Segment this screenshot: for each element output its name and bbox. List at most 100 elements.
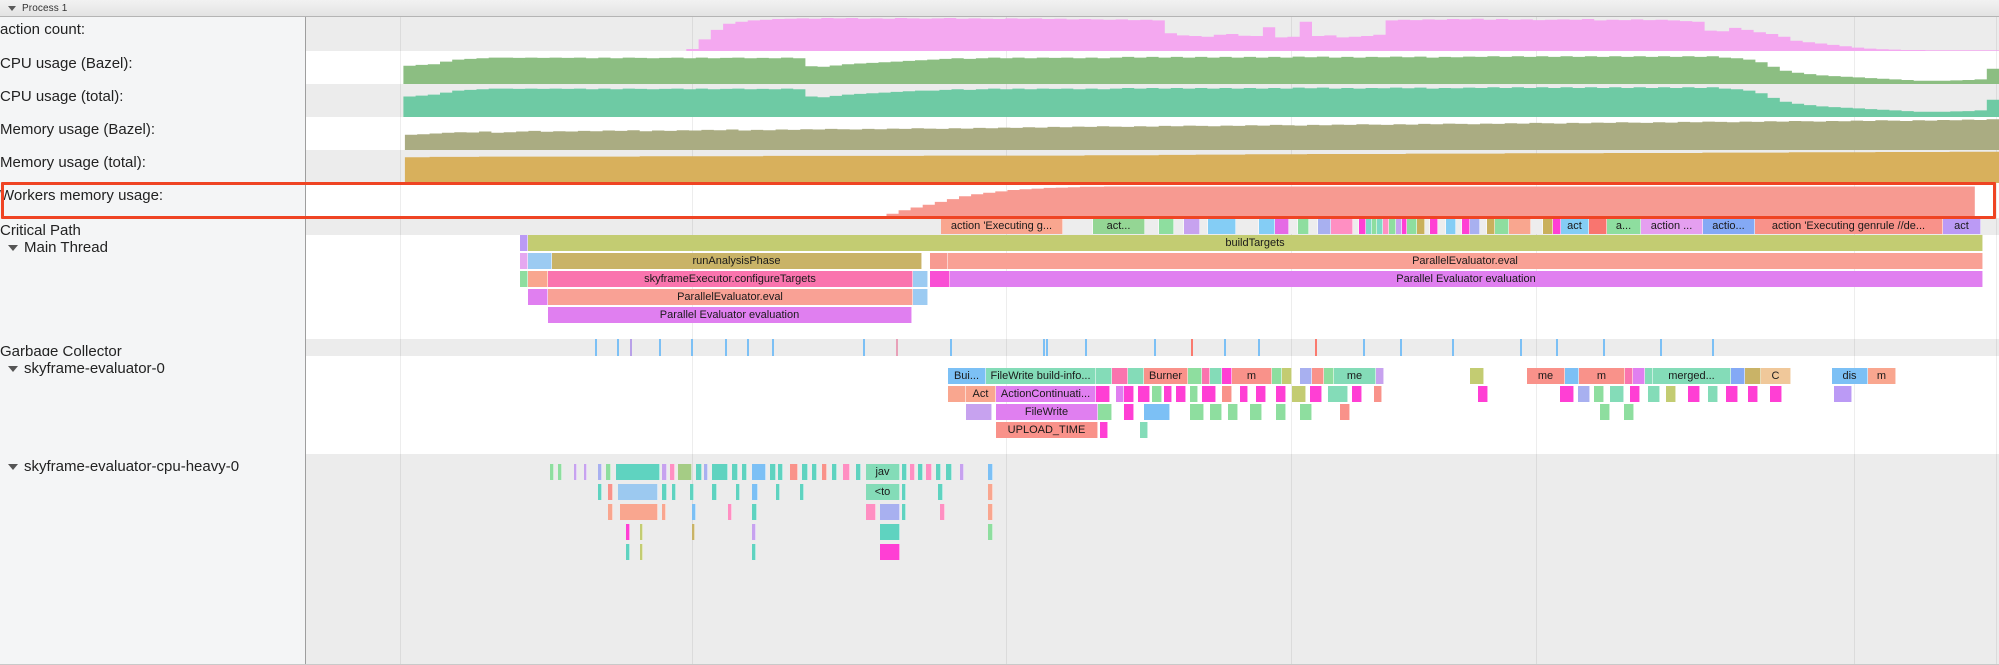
flame-block[interactable] [752,484,758,500]
flame-block[interactable] [1834,386,1852,402]
flame-block[interactable] [712,464,728,480]
gc-event-tick[interactable] [1191,339,1193,356]
flame-block[interactable]: a [1275,218,1289,234]
flame-block[interactable] [1666,386,1676,402]
flame-block[interactable] [1210,368,1222,384]
flame-block[interactable]: Bui... [948,368,986,384]
flame-block[interactable] [1543,218,1553,234]
flame-block[interactable] [742,464,747,480]
flame-block[interactable] [1282,368,1292,384]
flame-block[interactable] [662,464,667,480]
flame-block[interactable] [1425,218,1430,234]
flame-block[interactable]: me [1527,368,1565,384]
flame-block[interactable]: action 'Executing genrule //de... [1755,218,1943,234]
flame-block[interactable] [1176,386,1186,402]
flame-block[interactable]: ParallelEvaluator.eval [948,253,1983,269]
flame-block[interactable] [913,271,928,287]
flame-block[interactable] [866,504,876,520]
flame-block[interactable] [1456,218,1462,234]
flame-block[interactable] [1383,218,1389,234]
flame-block[interactable] [550,464,554,480]
flame-block[interactable] [1630,386,1640,402]
flame-block[interactable] [1417,218,1425,234]
row-track-skyframe-0[interactable]: Bui...FileWrite build-info...WWBurnermme… [306,356,1999,454]
flame-block[interactable] [1140,422,1148,438]
flame-block[interactable] [1276,386,1286,402]
flame-block[interactable] [1159,218,1174,234]
flame-block[interactable]: a... [1607,218,1641,234]
flame-block[interactable] [1374,386,1382,402]
flame-block[interactable] [1594,386,1604,402]
flame-block[interactable] [880,524,900,540]
flame-block[interactable] [1645,368,1653,384]
flame-block[interactable] [1389,218,1396,234]
gc-event-tick[interactable] [772,339,774,356]
flame-block[interactable] [1565,368,1579,384]
flame-block[interactable] [1470,218,1480,234]
flame-block[interactable] [1110,386,1116,402]
flame-block[interactable] [690,484,694,500]
flame-block[interactable]: a [1589,218,1607,234]
gc-event-tick[interactable] [1712,339,1714,356]
flame-block[interactable] [1770,386,1782,402]
flame-block[interactable] [1310,386,1322,402]
flame-block[interactable] [1553,218,1561,234]
flame-block[interactable]: ParallelEvaluator.eval [548,289,913,305]
flame-block[interactable] [902,484,906,500]
flame-block[interactable]: W [1112,368,1128,384]
flame-block[interactable] [1096,386,1110,402]
gc-event-tick[interactable] [1603,339,1605,356]
flame-block[interactable] [696,464,702,480]
gc-event-tick[interactable] [630,339,632,356]
flame-block[interactable]: a [948,386,966,402]
flame-block[interactable] [520,235,528,251]
flame-block[interactable] [1745,368,1761,384]
flame-block[interactable] [1184,218,1200,234]
flame-block[interactable] [1462,218,1470,234]
flame-block[interactable] [1430,218,1438,234]
flame-block[interactable] [880,544,900,560]
flame-block[interactable] [778,464,783,480]
gc-event-tick[interactable] [1400,339,1402,356]
flame-block[interactable] [520,289,528,305]
flame-block[interactable] [598,464,602,480]
flame-block[interactable] [1276,404,1286,420]
flame-block[interactable]: FileWrite build-info... [986,368,1096,384]
flame-block[interactable]: m [1868,368,1896,384]
gc-event-tick[interactable] [1154,339,1156,356]
flame-block[interactable]: C [1761,368,1791,384]
flame-block[interactable]: jav [866,464,900,480]
flame-block[interactable] [1289,218,1298,234]
flame-block[interactable] [1174,218,1184,234]
flame-block[interactable] [692,524,695,540]
flame-block[interactable] [802,464,808,480]
flame-block[interactable] [1128,368,1144,384]
flame-block[interactable] [1063,218,1093,234]
flame-block[interactable]: ev [528,253,552,269]
row-track-cpu-bazel[interactable] [306,51,1999,84]
flame-block[interactable] [1228,404,1238,420]
flame-block[interactable] [1098,404,1112,420]
gc-event-tick[interactable] [1556,339,1558,356]
flame-block[interactable] [1292,386,1306,402]
flame-block[interactable] [1624,404,1634,420]
flame-block[interactable] [672,484,676,500]
gc-event-tick[interactable] [595,339,597,356]
flame-block[interactable] [1487,218,1495,234]
flame-block[interactable] [1152,386,1162,402]
flame-block[interactable] [1748,386,1758,402]
flame-block[interactable] [1376,368,1384,384]
flame-block[interactable] [606,464,611,480]
flame-block[interactable] [1210,404,1222,420]
flame-block[interactable] [1144,404,1170,420]
row-label-cell-mem-total[interactable]: Memory usage (total): [0,150,306,183]
flame-block[interactable] [843,464,850,480]
flame-block[interactable] [640,524,643,540]
flame-block[interactable] [988,484,993,500]
gc-event-tick[interactable] [1520,339,1522,356]
flame-block[interactable] [1256,386,1266,402]
flame-block[interactable] [1292,368,1300,384]
row-label-cell-critical-path[interactable]: Critical Path [0,218,306,235]
flame-block[interactable]: Act [966,386,996,402]
flame-block[interactable] [1190,386,1198,402]
